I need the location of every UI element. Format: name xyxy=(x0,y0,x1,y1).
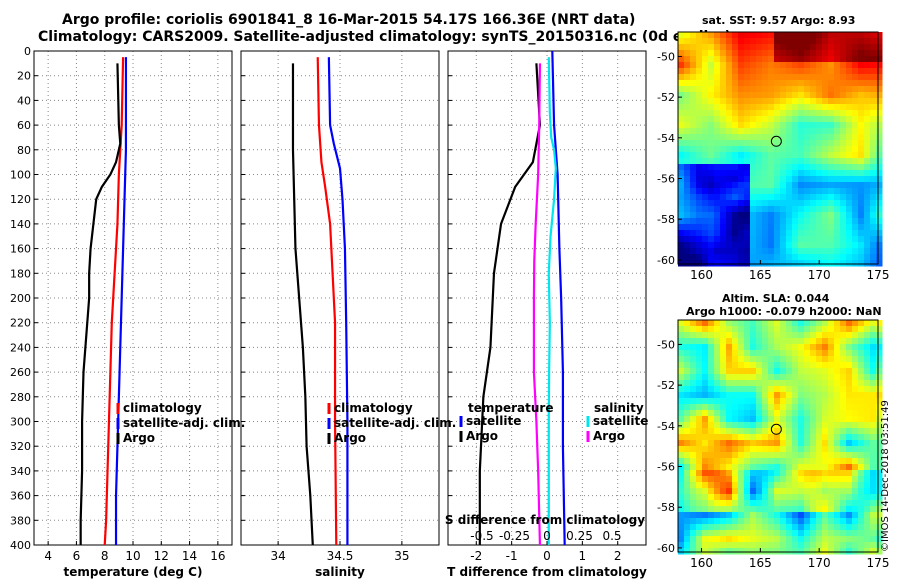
y-tick-label: 180 xyxy=(10,267,31,280)
y-tick-label: 20 xyxy=(17,70,31,83)
x-tick-label: 12 xyxy=(154,549,169,563)
map-map_sst xyxy=(678,32,883,267)
series-line-argo xyxy=(291,63,314,546)
map-x-tick-label: 160 xyxy=(690,268,713,282)
x2-tick-label: 0 xyxy=(543,529,551,543)
map-y-tick-label: -58 xyxy=(657,213,675,226)
y-tick-label: 140 xyxy=(10,218,31,231)
y-tick-label: 60 xyxy=(17,119,31,132)
x-tick-label: 35 xyxy=(394,549,409,563)
map-x-tick-label: 165 xyxy=(749,268,772,282)
series-line-s-argo xyxy=(532,63,542,546)
y-tick-label: 200 xyxy=(10,292,31,305)
map-x-tick-label: 165 xyxy=(749,556,772,570)
argo-position-marker xyxy=(770,135,782,147)
y-tick-label: 300 xyxy=(10,416,31,429)
y-tick-label: 160 xyxy=(10,243,31,256)
x-tick-label: 0 xyxy=(543,549,551,563)
x-tick-label: 34.5 xyxy=(327,549,354,563)
x-tick-label: 16 xyxy=(210,549,225,563)
map-y-tick-label: -50 xyxy=(657,338,675,351)
map-y-tick-label: -52 xyxy=(657,91,675,104)
map-y-tick-label: -60 xyxy=(657,254,675,267)
map-y-tick-label: -50 xyxy=(657,50,675,63)
map-y-tick-label: -54 xyxy=(657,132,675,145)
argo-position-marker xyxy=(770,423,782,435)
x-axis-label-difference: T difference from climatology xyxy=(447,565,647,579)
y-tick-label: 340 xyxy=(10,465,31,478)
x-tick-label: 1 xyxy=(579,549,587,563)
x-axis-label-salinity: salinity xyxy=(315,565,365,579)
series-line-t-argo xyxy=(478,63,542,545)
series-line-satellite-adj-clim- xyxy=(327,57,349,545)
y-tick-label: 360 xyxy=(10,490,31,503)
temperature-legend-label: climatology xyxy=(123,401,202,415)
y-tick-label: 400 xyxy=(10,539,31,552)
map-frame-map_sst xyxy=(677,31,879,265)
diff-temperature-legend-label: satellite xyxy=(466,414,521,428)
diff-salinity-legend-label: Argo xyxy=(593,429,625,443)
x-tick-label: 4 xyxy=(44,549,52,563)
series-line-argo xyxy=(79,63,122,545)
map-y-tick-label: -60 xyxy=(657,542,675,555)
y-tick-label: 260 xyxy=(10,366,31,379)
x-tick-label: -2 xyxy=(470,549,482,563)
title-line-2: Climatology: CARS2009. Satellite-adjuste… xyxy=(38,29,732,45)
map-x-tick-label: 175 xyxy=(867,556,890,570)
sst-map-title: sat. SST: 9.57 Argo: 8.93 xyxy=(702,14,856,27)
x-tick-label: 14 xyxy=(182,549,197,563)
diff-legend-temperature-title: temperature xyxy=(468,401,553,415)
map-x-tick-label: 170 xyxy=(808,556,831,570)
salinity-legend-label: climatology xyxy=(334,401,413,415)
salinity-legend-label: Argo xyxy=(334,431,366,445)
y-tick-label: 120 xyxy=(10,193,31,206)
title-line-1: Argo profile: coriolis 6901841_8 16-Mar-… xyxy=(62,12,636,28)
map-y-tick-label: -52 xyxy=(657,379,675,392)
x-tick-label: 2 xyxy=(614,549,622,563)
y-tick-label: 40 xyxy=(17,94,31,107)
x2-tick-label: -0.25 xyxy=(499,529,530,543)
y-tick-label: 100 xyxy=(10,169,31,182)
x2-tick-label: -0.5 xyxy=(470,529,493,543)
x2-tick-label: 0.5 xyxy=(602,529,621,543)
map-x-tick-label: 160 xyxy=(690,556,713,570)
map-y-tick-label: -58 xyxy=(657,501,675,514)
diff-salinity-legend-label: satellite xyxy=(593,414,648,428)
series-line-s-satellite xyxy=(547,57,557,545)
x-tick-label: 8 xyxy=(101,549,109,563)
series-line-t-satellite xyxy=(551,50,566,546)
sla-map-title-2: Argo h1000: -0.079 h2000: NaN xyxy=(686,305,882,318)
x-tick-label: 34 xyxy=(270,549,285,563)
sla-map-title-1: Altim. SLA: 0.044 xyxy=(722,292,830,305)
salinity-legend-label: satellite-adj. clim. xyxy=(334,416,456,430)
x-tick-label: 10 xyxy=(125,549,140,563)
y-tick-label: 240 xyxy=(10,341,31,354)
y-tick-label: 220 xyxy=(10,317,31,330)
map-x-tick-label: 170 xyxy=(808,268,831,282)
diff-legend-salinity-title: salinity xyxy=(594,401,644,415)
map-y-tick-label: -56 xyxy=(657,461,675,474)
x-tick-label: 6 xyxy=(73,549,81,563)
temperature-legend-label: satellite-adj. clim. xyxy=(123,416,245,430)
y-tick-label: 320 xyxy=(10,440,31,453)
map-x-tick-label: 175 xyxy=(867,268,890,282)
series-line-climatology xyxy=(316,57,338,546)
x2-axis-label: S difference from climatology xyxy=(445,513,645,527)
y-tick-label: 280 xyxy=(10,391,31,404)
map-map_sla xyxy=(678,320,883,555)
diff-temperature-legend-label: Argo xyxy=(466,429,498,443)
series-line-satellite-adj-clim- xyxy=(114,57,128,545)
x-tick-label: -1 xyxy=(506,549,518,563)
timestamp-stamp: ©IMOS 14-Dec-2018 03:51:49 xyxy=(880,400,891,552)
y-tick-label: 380 xyxy=(10,514,31,527)
map-y-tick-label: -56 xyxy=(657,173,675,186)
y-tick-label: 80 xyxy=(17,144,31,157)
x2-tick-label: 0.25 xyxy=(566,529,593,543)
y-tick-label: 0 xyxy=(24,45,31,58)
x-axis-label-temperature: temperature (deg C) xyxy=(64,565,203,579)
temperature-legend-label: Argo xyxy=(123,431,155,445)
map-y-tick-label: -54 xyxy=(657,420,675,433)
map-frame-map_sla xyxy=(677,319,879,553)
